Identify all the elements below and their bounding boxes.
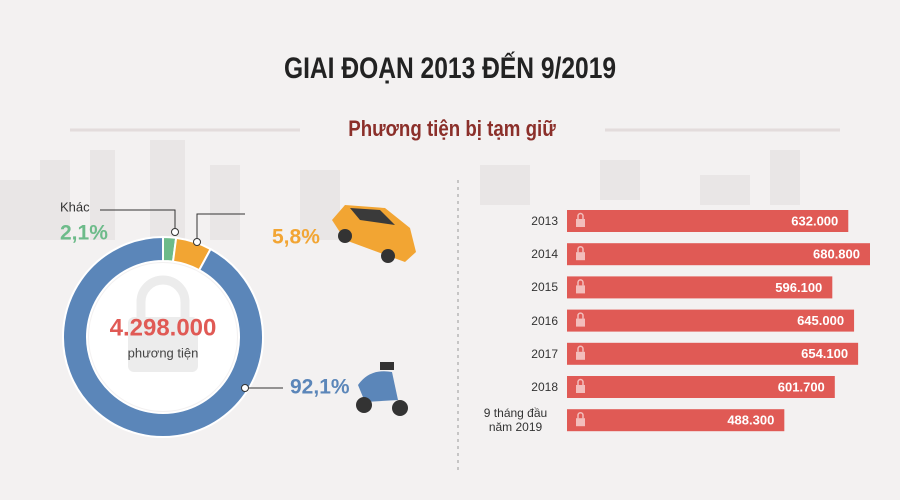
- category-label: Khác: [60, 199, 90, 214]
- scooter-icon: [356, 362, 408, 416]
- lock-icon: [577, 245, 584, 253]
- bar: [567, 309, 855, 332]
- car-icon: [332, 205, 416, 263]
- category-label: 2015: [531, 280, 558, 295]
- lock-icon: [577, 345, 584, 352]
- leader-dot: [241, 384, 249, 392]
- category-label: 2013: [531, 214, 558, 228]
- lock-icon: [577, 212, 584, 219]
- bar: [567, 342, 859, 365]
- value-label: 5,8%: [272, 226, 320, 249]
- lock-icon: [577, 279, 584, 286]
- value-label: 654.100: [801, 346, 848, 361]
- lock-icon: [577, 378, 584, 385]
- value-label: 601.700: [778, 379, 825, 394]
- leader-line: [196, 213, 245, 242]
- value-label: 488.300: [727, 413, 774, 428]
- leader-dot: [171, 228, 179, 236]
- bar: [567, 210, 849, 232]
- category-label: 2017: [531, 346, 558, 361]
- value-label: 596.100: [775, 280, 822, 295]
- bar: [567, 376, 835, 398]
- category-label: 2016: [531, 313, 558, 328]
- bar: [567, 276, 833, 299]
- lock-icon: [576, 252, 585, 261]
- category-label: 2014: [531, 247, 558, 262]
- bar: [567, 243, 870, 266]
- title: GIAI ĐOẠN 2013 ĐẾN 9/2019: [284, 51, 616, 85]
- cityscape: [0, 140, 800, 240]
- value-label: 632.000: [791, 213, 838, 228]
- lock-icon: [576, 318, 585, 327]
- lock-icon: [577, 411, 584, 419]
- category-label: 9 tháng đầu năm 2019: [483, 406, 548, 435]
- lock-icon: [576, 219, 585, 227]
- lock-icon: [576, 418, 585, 427]
- lock-icon: [576, 385, 585, 393]
- leader-dot: [193, 238, 201, 246]
- leader-line: [100, 209, 176, 232]
- lock-icon: [576, 285, 585, 294]
- subtitle: Phương tiện bị tạm giữ: [348, 117, 556, 141]
- value-label: 2,1%: [60, 222, 108, 245]
- value-label: 92,1%: [290, 376, 350, 399]
- center-label: phương tiện: [128, 345, 199, 360]
- center-value: 4.298.000: [110, 314, 217, 341]
- category-label: 2018: [531, 380, 558, 394]
- lock-icon: [577, 312, 584, 319]
- lock-icon: [128, 317, 198, 372]
- lock-icon: [576, 351, 585, 360]
- lock-icon: [136, 275, 190, 317]
- value-label: 645.000: [797, 313, 844, 328]
- bar: [567, 409, 785, 432]
- donut-slice: [62, 235, 265, 438]
- value-label: 680.800: [813, 247, 860, 262]
